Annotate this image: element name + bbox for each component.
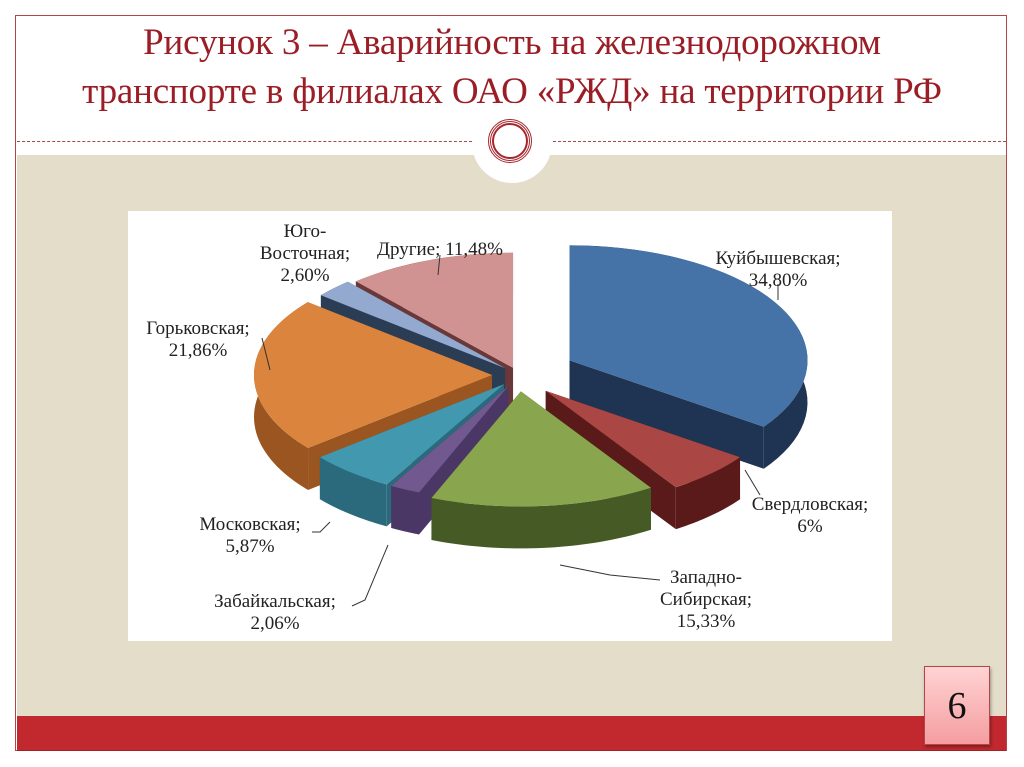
page-number: 6 xyxy=(924,666,990,745)
leader-line-2 xyxy=(559,564,661,581)
title-line-1: Рисунок 3 – Аварийность на железнодорожн… xyxy=(143,22,881,63)
data-label-1: Свердловская; 6% xyxy=(752,494,869,537)
circle-ornament-icon xyxy=(488,119,532,163)
leader-line-5 xyxy=(261,337,271,371)
dotted-divider-right xyxy=(548,141,1006,142)
leader-line-4 xyxy=(312,521,331,533)
leader-line-7 xyxy=(437,254,441,276)
data-label-3: Забайкальская; 2,06% xyxy=(214,591,336,634)
data-label-5: Горьковская; 21,86% xyxy=(146,318,249,361)
footer-bar xyxy=(17,716,1006,751)
leader-line-1 xyxy=(744,469,761,496)
data-label-7: Другие; 11,48% xyxy=(377,239,503,260)
pie-slice-2 xyxy=(431,391,651,549)
data-label-2: Западно-Сибирская; 15,33% xyxy=(660,567,752,632)
data-label-0: Куйбышевская; 34,80% xyxy=(715,248,840,291)
dotted-divider-left xyxy=(17,141,477,142)
data-label-4: Московская; 5,87% xyxy=(199,514,300,557)
leader-line-3 xyxy=(351,544,389,607)
pie-slice-0 xyxy=(569,245,808,469)
data-label-6: Юго-Восточная; 2,60% xyxy=(260,221,350,286)
